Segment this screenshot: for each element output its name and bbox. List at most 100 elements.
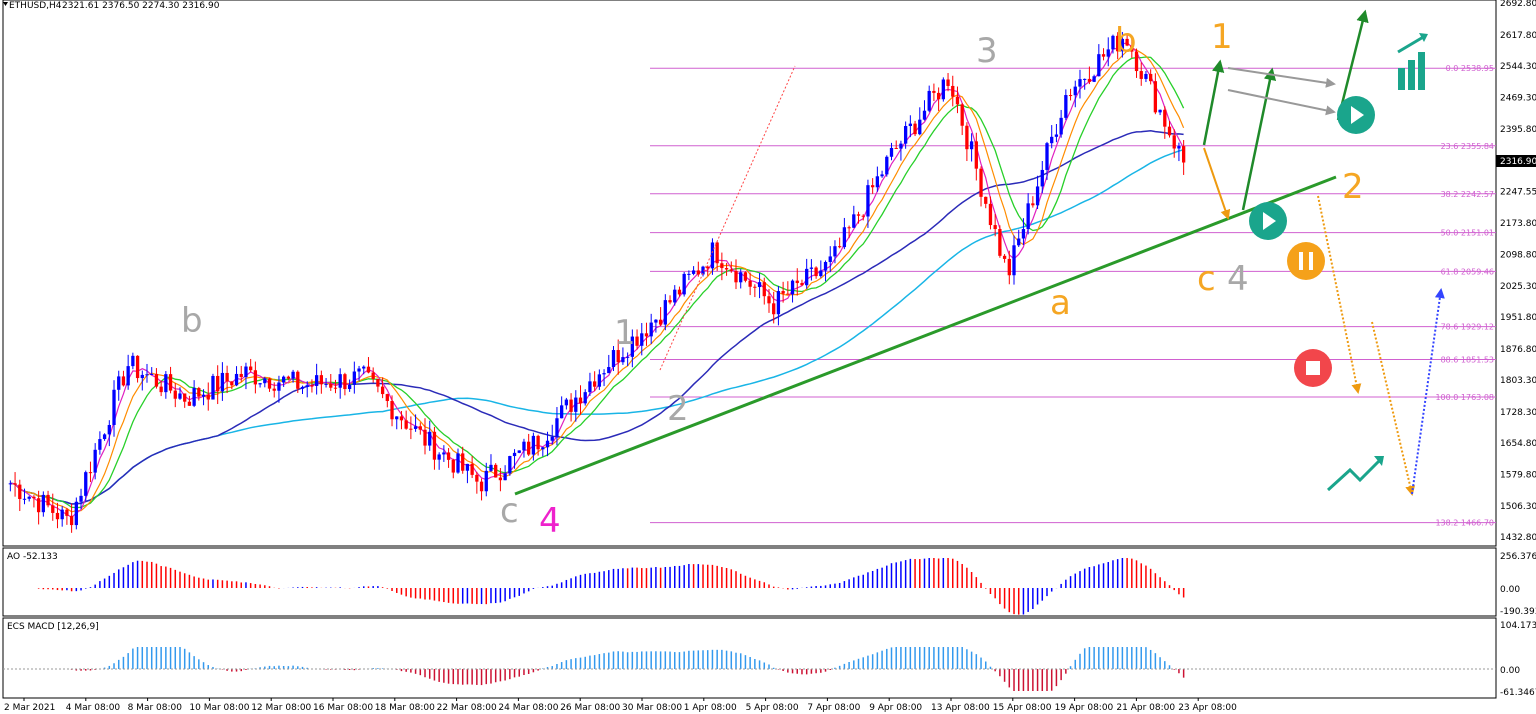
bar-chart-up-icon <box>1397 33 1428 90</box>
candle-body <box>18 484 22 499</box>
candle-body <box>823 261 828 271</box>
header-collapse-icon[interactable] <box>3 2 8 6</box>
candle-body <box>1002 255 1007 259</box>
wave-label: b <box>1115 21 1137 61</box>
candle-body <box>885 156 889 175</box>
candle-body <box>508 456 512 474</box>
candle-body <box>762 282 766 297</box>
candle-body <box>1177 146 1181 149</box>
fib-level-label: 23.6 2355.84 <box>1441 142 1494 151</box>
candle-body <box>616 350 620 363</box>
candle-body <box>819 270 823 277</box>
candle-body <box>249 366 253 371</box>
wave-label: 4 <box>1227 259 1249 299</box>
candle-body <box>178 393 182 399</box>
candle-body <box>908 123 912 127</box>
candle-body <box>41 494 45 513</box>
candle-body <box>602 373 606 375</box>
candle-body <box>560 405 564 419</box>
candle-body <box>79 495 83 502</box>
candle-body <box>465 463 470 471</box>
candle-body <box>644 333 649 337</box>
candle-body <box>479 481 484 492</box>
candle-body <box>357 368 361 372</box>
candle-body <box>216 375 220 392</box>
candle-body <box>918 119 922 135</box>
candle-body <box>1007 258 1011 276</box>
candle-body <box>913 123 917 135</box>
candle-body <box>258 383 262 385</box>
candle-body <box>310 385 314 387</box>
candle-body <box>706 266 710 269</box>
wave-label: c <box>500 491 519 531</box>
candle-body <box>607 367 611 374</box>
candle-body <box>253 370 258 385</box>
moving-averages <box>10 42 1185 519</box>
candle-body <box>790 280 795 295</box>
price-tick-label: 1432.80 <box>1500 533 1536 543</box>
date-tick-label: 23 Apr 08:00 <box>1178 703 1237 713</box>
wave-label: 2 <box>1342 167 1364 207</box>
date-tick-label: 16 Mar 08:00 <box>313 703 373 713</box>
candle-body <box>131 355 135 367</box>
candle-body <box>621 357 625 363</box>
candle-body <box>1144 73 1148 79</box>
candle-body <box>22 498 27 500</box>
candle-body <box>654 319 658 323</box>
candle-body <box>592 381 597 387</box>
candle-body <box>932 90 936 93</box>
candle-body <box>32 496 36 499</box>
candle-body <box>51 505 55 513</box>
candle-body <box>1026 203 1030 230</box>
candle-body <box>154 373 159 387</box>
candle-body <box>1031 203 1035 206</box>
candle-body <box>234 373 239 386</box>
candle-body <box>724 268 729 270</box>
candle-body <box>729 269 733 271</box>
candle-body <box>286 376 291 379</box>
candle-body <box>569 399 573 412</box>
trend-up-icon <box>1326 456 1384 492</box>
candle-body <box>772 303 776 315</box>
candle-body <box>1120 38 1125 52</box>
price-tick-label: 2544.30 <box>1500 62 1536 72</box>
candle-body <box>805 268 809 286</box>
ao-tick-label: -190.393 <box>1500 607 1536 617</box>
price-tick-label: 1506.30 <box>1500 502 1536 512</box>
ao-panel-title: AO -52.133 <box>7 552 58 562</box>
macd-histogram <box>70 647 1185 691</box>
candle-body <box>998 229 1002 256</box>
candle-body <box>183 393 187 402</box>
candle-body <box>833 246 837 257</box>
candle-body <box>1087 78 1092 82</box>
price-tick-label: 1654.80 <box>1500 439 1536 449</box>
candle-body <box>201 394 206 397</box>
fib-level-label: 138.2 1466.70 <box>1435 519 1494 528</box>
candle-body <box>814 267 818 277</box>
candle-body <box>432 431 437 460</box>
price-tick-label: 2173.80 <box>1500 219 1536 229</box>
candle-body <box>230 381 234 386</box>
candle-body <box>333 387 338 389</box>
candle-body <box>512 452 517 457</box>
candle-body <box>1130 45 1134 52</box>
candle-body <box>413 426 418 429</box>
candle-body <box>314 375 319 386</box>
candle-body <box>1059 117 1063 135</box>
candle-body <box>1021 229 1026 239</box>
candle-body <box>635 336 639 346</box>
candle-body <box>903 126 908 144</box>
candle-body <box>555 418 559 437</box>
candle-body <box>319 375 323 385</box>
candle-body <box>1158 109 1162 113</box>
candle-body <box>1078 79 1082 87</box>
candle-body <box>437 454 441 460</box>
candle-body <box>696 270 700 275</box>
fib-level-label: 78.6 1929.12 <box>1441 323 1494 332</box>
candle-body <box>955 96 960 105</box>
candle-body <box>889 147 894 157</box>
date-tick-label: 13 Apr 08:00 <box>931 703 990 713</box>
fibonacci-levels: 0.0 2538.95 23.6 2355.84 38.2 2242.57 50.0 … <box>650 64 1496 528</box>
candle-body <box>371 372 375 379</box>
